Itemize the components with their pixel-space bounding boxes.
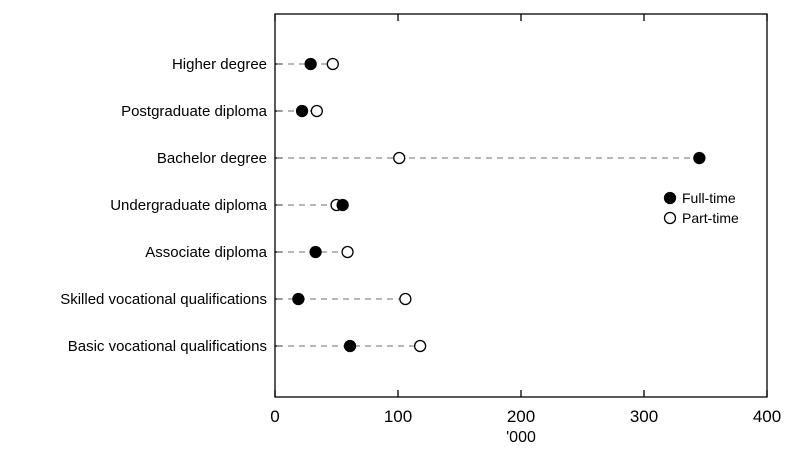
category-label-0: Higher degree [172,56,267,73]
part-time-point-5 [399,292,412,306]
x-tick-label-1: 100 [384,407,412,426]
x-tick-labels: 0 100 200 300 400 [270,407,781,426]
full-time-point-5 [292,292,305,306]
bottom-axis-ticks [274,390,768,397]
category-label-2: Bachelor degree [157,150,267,167]
full-time-point-6 [343,339,357,353]
full-time-point-2 [693,151,706,165]
category-label-5: Skilled vocational qualifications [60,291,267,308]
legend-full-time-label: Full-time [682,190,736,206]
full-time-point-1 [295,104,309,118]
top-axis-ticks [274,14,768,21]
x-tick-label-4: 400 [753,407,781,426]
x-tick-label-2: 200 [507,407,535,426]
category-rows: Higher degree Postgraduate diploma Bachelo… [60,56,706,355]
part-time-point-0 [326,57,339,71]
full-time-point-4 [309,245,322,259]
full-time-point-0 [304,57,317,71]
legend: Full-time Part-time [663,190,739,226]
legend-part-time-marker [663,211,677,225]
part-time-point-1 [310,104,323,118]
x-tick-label-0: 0 [270,407,279,426]
legend-full-time-marker [663,191,677,205]
part-time-point-4 [341,245,354,259]
category-label-3: Undergraduate diploma [110,197,267,214]
part-time-point-6 [413,339,427,353]
x-axis-title: '000 [506,429,536,446]
category-label-6: Basic vocational qualifications [68,338,267,355]
category-label-1: Postgraduate diploma [121,103,268,120]
category-label-4: Associate diploma [145,244,267,261]
part-time-point-2 [393,151,406,165]
x-tick-label-3: 300 [630,407,658,426]
legend-part-time-label: Part-time [682,210,739,226]
full-time-point-3 [336,198,349,212]
